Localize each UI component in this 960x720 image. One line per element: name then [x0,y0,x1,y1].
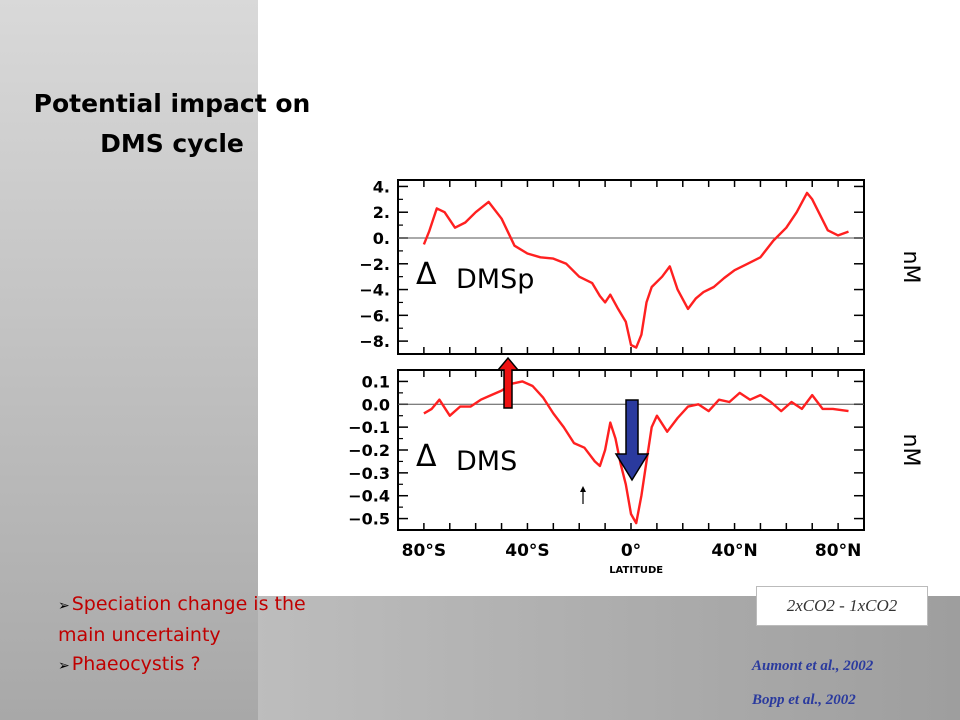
panel-1-data-line [422,191,849,349]
bullet-list: ➢ Speciation change is the main uncertain… [58,590,418,681]
scenario-label: 2xCO2 - 1xCO2 [786,596,898,615]
decrease-arrow-icon [614,399,650,482]
bullet-2: ➢ Phaeocystis ? [58,650,418,681]
latitude-chart: 4. 2. 0. −2. −4. −6. −8. Δ DMSp nM 0.1 0.0 −0.1 −0.2 −… [348,177,923,576]
top-white-area [258,0,960,176]
pointer-arrow-head-icon [580,486,586,492]
panel-1-y-tick-label: −4. [359,281,390,300]
panel-1-y-tick-label: 4. [373,177,390,196]
panel-1-y-tick-label: −2. [359,255,390,274]
bullet-1: ➢ Speciation change is the [58,590,418,621]
panel-2-unit-label: nM [898,434,923,467]
bullet-1-continuation: main uncertainty [58,624,221,646]
left-gradient-panel [0,0,258,720]
reference-2: Bopp et al., 2002 [752,692,856,708]
panel-1-y-tick-label: 2. [373,203,390,222]
panel-2-y-tick-label: −0.2 [348,441,390,460]
increase-arrow-icon [496,356,520,409]
panel-2-y-tick-label: −0.5 [348,510,390,529]
scenario-label-box: 2xCO2 - 1xCO2 [756,586,928,626]
panel-2-y-tick-label: −0.4 [348,487,390,506]
x-tick-label: 40°N [711,541,757,561]
x-tick-label: 0° [621,541,641,561]
bullet-2-text: Phaeocystis ? [71,653,201,675]
panel-2-delta-label: Δ [416,439,437,474]
panel-2-y-tick-label: 0.0 [362,395,390,414]
panel-2-y-tick-label: −0.3 [348,464,390,483]
reference-1: Aumont et al., 2002 [752,658,874,674]
arrow-bullet-icon: ➢ [58,658,70,674]
panel-1-series-label: DMSp [456,264,534,295]
panel-2-y-tick-label: 0.1 [362,372,390,391]
panel-2-series-label: DMS [456,446,517,477]
x-tick-label: 40°S [505,541,549,561]
panel-1-delta-label: Δ [416,257,437,292]
panel-1-y-tick-label: −6. [359,306,390,325]
panel-1-unit-label: nM [898,251,923,284]
panel-2-y-tick-label: −0.1 [348,418,390,437]
x-tick-label: 80°S [402,541,446,561]
panel-1-y-tick-label: −8. [359,332,390,351]
x-tick-label: 80°N [815,541,861,561]
bullet-1-text: Speciation change is the [71,593,306,615]
slide-title-line-1: Potential impact on [33,89,311,118]
panel-1-y-tick-label: 0. [373,229,390,248]
panel-2-data-line [423,380,849,525]
figure-panel: 4. 2. 0. −2. −4. −6. −8. Δ DMSp nM 0.1 0.0 −0.1 −0.2 −… [258,176,960,596]
slide-title: Potential impact on DMS cycle [22,84,322,164]
arrow-bullet-icon: ➢ [58,598,70,614]
slide-title-line-2: DMS cycle [100,129,244,158]
x-axis-title: LATITUDE [609,565,663,576]
